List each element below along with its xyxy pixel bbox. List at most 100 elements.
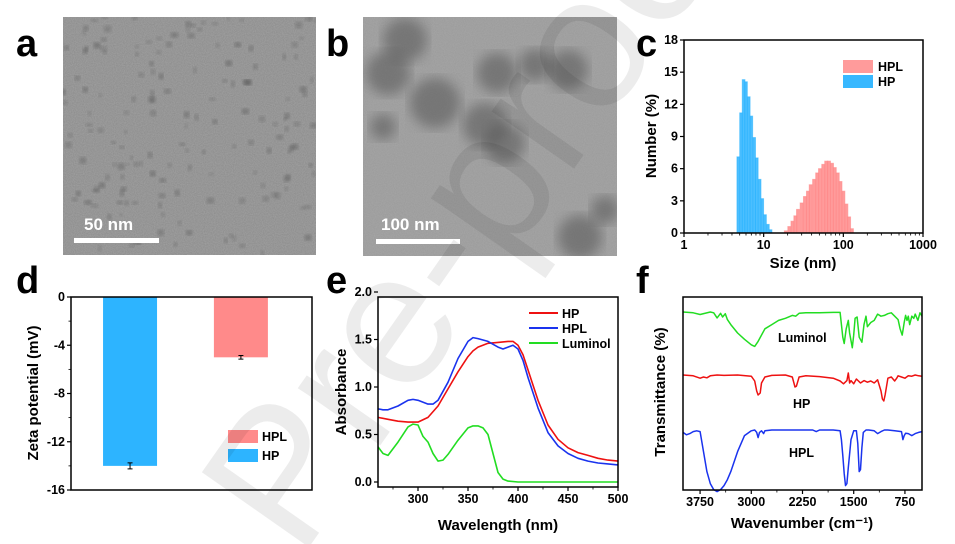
nanoparticle	[98, 182, 106, 189]
c-bar-hpl	[799, 202, 804, 234]
nanoparticle	[212, 119, 218, 125]
nanoparticle-cluster	[410, 78, 460, 128]
nanoparticle	[111, 141, 116, 145]
nanoparticle	[148, 96, 156, 103]
nanoparticle	[101, 17, 108, 19]
nanoparticle-cluster	[370, 114, 396, 140]
e-y-tick-label: 1.5	[355, 333, 372, 347]
d-bar-hp	[103, 297, 158, 466]
c-y-tick-label: 3	[671, 194, 678, 208]
nanoparticle	[173, 242, 178, 247]
nanoparticle	[75, 190, 81, 197]
nanoparticle	[185, 21, 192, 27]
nanoparticle	[314, 18, 316, 23]
e-line-hpl	[377, 336, 619, 466]
c-legend-swatch-hp	[843, 75, 873, 88]
nanoparticle	[138, 72, 144, 78]
d-y-tick-label: -8	[54, 387, 65, 401]
c-bar-hpl	[787, 226, 792, 234]
nanoparticle	[248, 45, 254, 52]
c-bars	[736, 79, 854, 234]
d-y-tick-label: -16	[47, 483, 65, 497]
nanoparticle	[224, 237, 228, 244]
nanoparticle	[74, 75, 81, 81]
tem-image-b	[363, 17, 617, 256]
nanoparticle	[120, 174, 125, 180]
c-x-axis-label: Size (nm)	[770, 255, 837, 272]
nanoparticle-cluster	[548, 50, 588, 90]
c-x-tick-label: 1	[681, 238, 688, 252]
nanoparticle	[112, 162, 117, 167]
nanoparticle	[156, 50, 162, 55]
nanoparticle	[64, 45, 70, 51]
nanoparticle	[183, 111, 190, 118]
d-legend-swatch-hp	[228, 449, 258, 462]
nanoparticle	[258, 116, 266, 123]
e-x-tick-label: 450	[558, 492, 579, 506]
c-x-tick-label: 10	[757, 238, 771, 252]
nanoparticle	[288, 145, 294, 152]
nanoparticle	[184, 123, 188, 129]
panel-letter-f: f	[636, 260, 649, 302]
nanoparticle	[90, 203, 99, 208]
nanoparticle	[167, 162, 172, 168]
nanoparticle	[179, 142, 186, 147]
d-legend-swatch-hpl	[228, 430, 258, 443]
nanoparticle	[166, 41, 172, 48]
nanoparticle	[131, 96, 136, 103]
e-x-axis-label: Wavelength (nm)	[438, 517, 558, 534]
nanoparticle-cluster	[558, 215, 602, 256]
d-y-tick-label: 0	[58, 290, 65, 304]
nanoparticle	[177, 220, 182, 226]
nanoparticle	[309, 122, 316, 129]
c-bar-hpl	[812, 178, 817, 234]
panel-e-absorbance: e 300 350 400 450 500 0.0 0.5 1.0 1.5 2.0 HP HPL …	[326, 260, 628, 534]
nanoparticle-cluster	[591, 196, 617, 224]
nanoparticle	[72, 197, 78, 202]
nanoparticle	[82, 31, 86, 36]
d-legend: HPL HP	[228, 430, 287, 463]
c-bar-hp	[755, 157, 759, 234]
d-legend-label-hp: HP	[262, 449, 279, 463]
nanoparticle	[186, 230, 193, 236]
f-curve-label-hp: HP	[793, 397, 810, 411]
nanoparticle	[158, 73, 164, 80]
nanoparticle	[119, 189, 125, 197]
nanoparticle	[272, 122, 278, 127]
nanoparticle	[308, 163, 313, 168]
c-y-tick-label: 15	[664, 65, 678, 79]
nanoparticle	[79, 157, 87, 164]
c-bar-hpl	[808, 184, 813, 234]
c-y-tick-label: 18	[664, 33, 678, 47]
nanoparticle-cluster	[477, 53, 517, 93]
nanoparticle	[200, 20, 206, 25]
e-x-tick-label: 400	[508, 492, 529, 506]
e-legend: HP HPL Luminol	[529, 307, 611, 351]
nanoparticle	[253, 170, 257, 175]
nanoparticle	[119, 145, 125, 150]
e-ticks: 300 350 400 450 500 0.0 0.5 1.0 1.5 2.0	[355, 285, 629, 506]
nanoparticle	[299, 36, 304, 40]
nanoparticle	[170, 32, 179, 38]
nanoparticle	[232, 144, 237, 149]
e-x-tick-label: 500	[608, 492, 629, 506]
nanoparticle	[99, 45, 108, 52]
c-y-tick-label: 12	[664, 97, 678, 111]
d-y-axis-label: Zeta potential (mV)	[25, 325, 42, 460]
nanoparticle	[88, 129, 94, 133]
nanoparticle	[308, 17, 313, 21]
nanoparticle	[284, 113, 290, 119]
nanoparticle	[266, 147, 272, 154]
scale-bar-b	[376, 239, 460, 244]
nanoparticle	[239, 18, 245, 22]
c-bar-hp	[749, 115, 754, 234]
nanoparticle-cluster	[485, 123, 525, 163]
nanoparticle	[234, 42, 242, 48]
f-plot-frame	[682, 296, 923, 491]
e-y-tick-label: 0.0	[355, 475, 372, 489]
c-y-tick-label: 9	[671, 130, 678, 144]
nanoparticle	[291, 42, 298, 48]
nanoparticle	[187, 33, 195, 39]
nanoparticle	[304, 234, 312, 241]
